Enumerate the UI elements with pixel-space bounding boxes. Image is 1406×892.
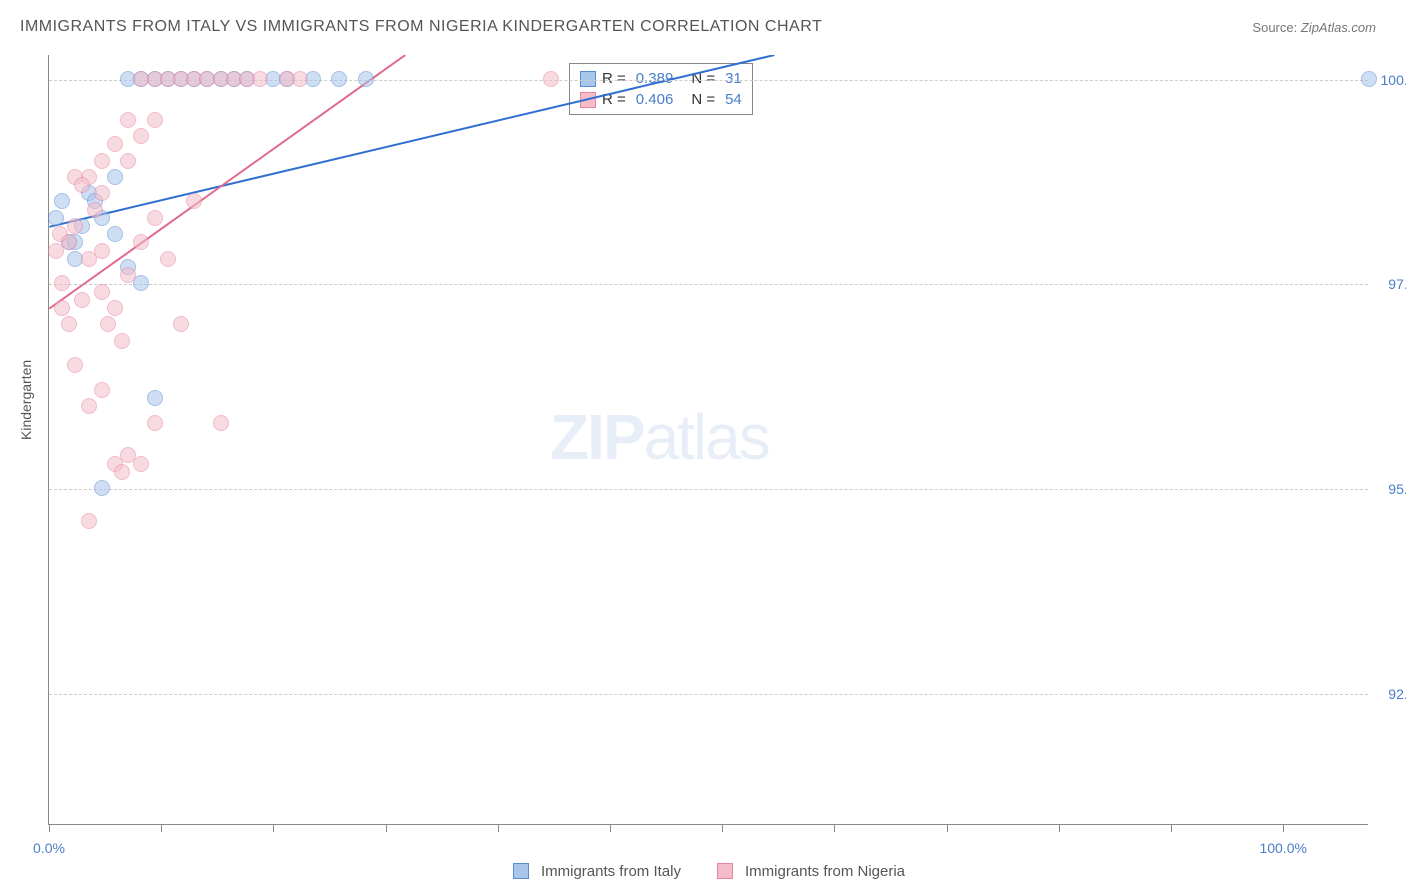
data-point-nigeria — [160, 251, 176, 267]
plot-area: R =0.389N =31R =0.406N =54 92.5%95.0%97.… — [48, 55, 1368, 825]
source-value: ZipAtlas.com — [1301, 20, 1376, 35]
y-axis-label: Kindergarten — [18, 360, 34, 440]
data-point-nigeria — [87, 202, 103, 218]
x-tick — [722, 824, 723, 832]
data-point-nigeria — [54, 275, 70, 291]
gridline — [49, 694, 1368, 695]
data-point-italy — [147, 390, 163, 406]
data-point-nigeria — [133, 234, 149, 250]
data-point-nigeria — [74, 292, 90, 308]
data-point-nigeria — [147, 112, 163, 128]
y-tick-label: 92.5% — [1373, 686, 1406, 702]
data-point-nigeria — [54, 300, 70, 316]
x-tick — [947, 824, 948, 832]
data-point-nigeria — [173, 316, 189, 332]
x-tick — [498, 824, 499, 832]
data-point-nigeria — [94, 382, 110, 398]
bottom-legend-item: Immigrants from Italy — [501, 863, 681, 880]
gridline — [49, 489, 1368, 490]
x-tick-label: 100.0% — [1259, 840, 1306, 856]
x-tick — [273, 824, 274, 832]
data-point-italy — [54, 193, 70, 209]
data-point-nigeria — [120, 112, 136, 128]
data-point-nigeria — [147, 210, 163, 226]
data-point-nigeria — [543, 71, 559, 87]
data-point-italy — [331, 71, 347, 87]
data-point-nigeria — [107, 300, 123, 316]
data-point-nigeria — [67, 357, 83, 373]
data-point-nigeria — [81, 398, 97, 414]
legend-r-label: R = — [602, 91, 626, 108]
chart-title: IMMIGRANTS FROM ITALY VS IMMIGRANTS FROM… — [20, 18, 822, 36]
y-tick-label: 97.5% — [1373, 276, 1406, 292]
source-attribution: Source: ZipAtlas.com — [1252, 20, 1376, 35]
data-point-nigeria — [133, 456, 149, 472]
correlation-legend: R = 0.389 N = 31 R = 0.406 N = 54 — [569, 63, 753, 115]
legend-swatch — [580, 71, 596, 87]
legend-swatch — [513, 863, 529, 879]
trend-line-nigeria — [49, 55, 405, 309]
legend-row-nigeria: R = 0.406 N = 54 — [580, 89, 742, 110]
data-point-nigeria — [94, 284, 110, 300]
x-tick — [161, 824, 162, 832]
legend-n-label: N = — [691, 70, 715, 87]
series-legend: Immigrants from Italy Immigrants from Nig… — [0, 863, 1406, 880]
data-point-italy — [107, 226, 123, 242]
data-point-nigeria — [133, 128, 149, 144]
data-point-italy — [133, 275, 149, 291]
data-point-nigeria — [186, 193, 202, 209]
data-point-nigeria — [114, 333, 130, 349]
data-point-nigeria — [114, 464, 130, 480]
data-point-nigeria — [213, 415, 229, 431]
legend-n-value: 31 — [725, 70, 742, 87]
data-point-italy — [94, 480, 110, 496]
data-point-nigeria — [120, 153, 136, 169]
y-tick-label: 100.0% — [1373, 72, 1406, 88]
data-point-nigeria — [107, 136, 123, 152]
bottom-legend-item: Immigrants from Nigeria — [705, 863, 905, 880]
legend-swatch — [717, 863, 733, 879]
legend-n-value: 54 — [725, 91, 742, 108]
data-point-italy — [48, 210, 64, 226]
data-point-nigeria — [94, 243, 110, 259]
data-point-nigeria — [52, 226, 68, 242]
data-point-italy — [358, 71, 374, 87]
x-tick — [49, 824, 50, 832]
legend-swatch — [580, 92, 596, 108]
x-tick — [1283, 824, 1284, 832]
data-point-nigeria — [67, 218, 83, 234]
legend-r-label: R = — [602, 70, 626, 87]
legend-r-value: 0.389 — [636, 70, 674, 87]
data-point-nigeria — [252, 71, 268, 87]
x-tick — [610, 824, 611, 832]
data-point-nigeria — [100, 316, 116, 332]
data-point-nigeria — [292, 71, 308, 87]
source-label: Source: — [1252, 20, 1297, 35]
data-point-italy — [1361, 71, 1377, 87]
x-tick — [1171, 824, 1172, 832]
data-point-italy — [107, 169, 123, 185]
data-point-nigeria — [94, 185, 110, 201]
gridline — [49, 284, 1368, 285]
legend-r-value: 0.406 — [636, 91, 674, 108]
legend-n-label: N = — [691, 91, 715, 108]
x-tick — [386, 824, 387, 832]
data-point-nigeria — [120, 267, 136, 283]
y-tick-label: 95.0% — [1373, 481, 1406, 497]
x-tick — [1059, 824, 1060, 832]
x-tick — [834, 824, 835, 832]
data-point-nigeria — [94, 153, 110, 169]
data-point-nigeria — [61, 316, 77, 332]
legend-row-italy: R = 0.389 N = 31 — [580, 68, 742, 89]
x-tick-label: 0.0% — [33, 840, 65, 856]
trend-lines-svg — [49, 55, 1368, 824]
data-point-nigeria — [81, 513, 97, 529]
data-point-nigeria — [74, 177, 90, 193]
data-point-nigeria — [147, 415, 163, 431]
